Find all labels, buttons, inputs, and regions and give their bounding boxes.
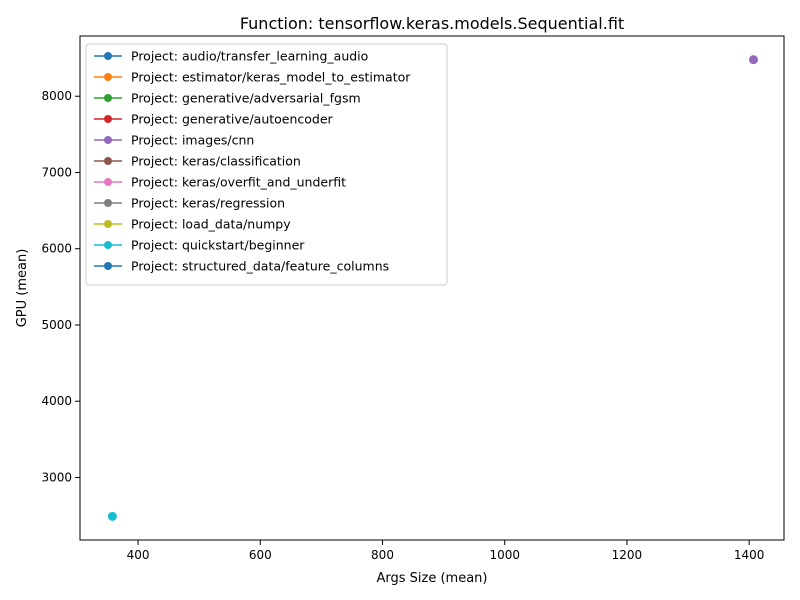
x-tick-label: 1400 xyxy=(734,548,765,562)
legend-marker xyxy=(104,178,112,186)
y-tick-label: 8000 xyxy=(41,89,72,103)
legend-label: Project: images/cnn xyxy=(131,133,254,148)
legend-label: Project: generative/adversarial_fgsm xyxy=(131,91,361,106)
legend-box xyxy=(85,43,448,286)
legend-entry: Project: generative/adversarial_fgsm xyxy=(94,91,361,106)
y-tick-label: 5000 xyxy=(41,318,72,332)
legend-label: Project: structured_data/feature_columns xyxy=(131,259,389,274)
plot-frame xyxy=(79,35,785,541)
x-axis-ticks: 400 600 800 1000 1200 1400 xyxy=(127,540,765,562)
legend-marker xyxy=(104,241,112,249)
x-tick-label: 1200 xyxy=(612,548,643,562)
legend-label: Project: generative/autoencoder xyxy=(131,112,334,127)
y-axis-ticks: 3000 4000 5000 6000 7000 8000 xyxy=(41,89,80,484)
legend-label: Project: quickstart/beginner xyxy=(131,238,305,253)
legend-entry: Project: load_data/numpy xyxy=(94,217,291,232)
legend-entry: Project: structured_data/feature_columns xyxy=(94,259,389,274)
x-tick-label: 400 xyxy=(127,548,150,562)
x-axis-label: Args Size (mean) xyxy=(377,571,488,586)
legend-label: Project: audio/transfer_learning_audio xyxy=(131,49,368,64)
legend-entry: Project: images/cnn xyxy=(94,133,254,148)
legend-entry: Project: keras/overfit_and_underfit xyxy=(94,175,346,190)
data-point xyxy=(107,511,117,521)
legend-marker xyxy=(104,115,112,123)
legend-marker xyxy=(104,157,112,165)
legend-entry: Project: keras/regression xyxy=(94,196,285,211)
legend-entry: Project: estimator/keras_model_to_estima… xyxy=(94,70,411,85)
legend-entry: Project: keras/classification xyxy=(94,154,301,169)
legend-marker xyxy=(104,94,112,102)
x-tick-label: 600 xyxy=(249,548,272,562)
legend-label: Project: load_data/numpy xyxy=(131,217,291,232)
legend-entry: Project: quickstart/beginner xyxy=(94,238,305,253)
legend-label: Project: keras/overfit_and_underfit xyxy=(131,175,346,190)
y-tick-label: 3000 xyxy=(41,470,72,484)
legend-label: Project: keras/classification xyxy=(131,154,301,169)
legend-entry: Project: generative/autoencoder xyxy=(94,112,334,127)
legend-marker xyxy=(104,73,112,81)
y-tick-label: 4000 xyxy=(41,394,72,408)
legend-marker xyxy=(104,220,112,228)
y-tick-label: 6000 xyxy=(41,242,72,256)
legend-label: Project: estimator/keras_model_to_estima… xyxy=(131,70,411,85)
legend-marker xyxy=(104,136,112,144)
x-tick-label: 800 xyxy=(371,548,394,562)
legend-marker xyxy=(104,199,112,207)
legend-entry: Project: audio/transfer_learning_audio xyxy=(94,49,368,64)
legend-marker xyxy=(104,52,112,60)
legend: Project: audio/transfer_learning_audio Pr… xyxy=(85,43,448,286)
data-point xyxy=(748,55,758,65)
chart-title: Function: tensorflow.keras.models.Sequen… xyxy=(240,14,624,33)
y-tick-label: 7000 xyxy=(41,165,72,179)
y-axis-label: GPU (mean) xyxy=(15,249,30,328)
points-layer xyxy=(107,55,758,521)
x-tick-label: 1000 xyxy=(489,548,520,562)
legend-marker xyxy=(104,262,112,270)
legend-label: Project: keras/regression xyxy=(131,196,285,211)
